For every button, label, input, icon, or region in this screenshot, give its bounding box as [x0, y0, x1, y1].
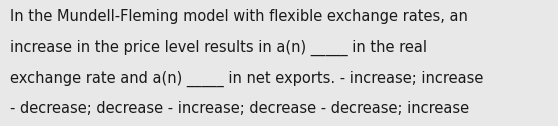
Text: increase in the price level results in a(n) _____ in the real: increase in the price level results in a… [10, 40, 427, 56]
Text: - decrease; decrease - increase; decrease - decrease; increase: - decrease; decrease - increase; decreas… [10, 101, 469, 116]
Text: In the Mundell-Fleming model with flexible exchange rates, an: In the Mundell-Fleming model with flexib… [10, 9, 468, 24]
Text: exchange rate and a(n) _____ in net exports. - increase; increase: exchange rate and a(n) _____ in net expo… [10, 71, 483, 87]
